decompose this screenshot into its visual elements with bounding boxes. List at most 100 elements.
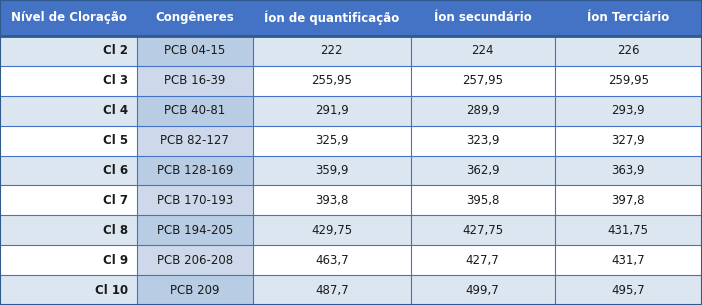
Bar <box>137 185 253 215</box>
Text: 255,95: 255,95 <box>311 74 352 87</box>
Text: 257,95: 257,95 <box>462 74 503 87</box>
Bar <box>411 275 555 305</box>
Text: 291,9: 291,9 <box>314 104 349 117</box>
Bar <box>137 126 253 156</box>
Bar <box>411 245 555 275</box>
Bar <box>555 36 702 66</box>
Bar <box>411 185 555 215</box>
Text: 325,9: 325,9 <box>315 134 348 147</box>
Bar <box>137 66 253 96</box>
Bar <box>411 156 555 185</box>
Bar <box>137 0 253 36</box>
Bar <box>137 96 253 126</box>
Text: 393,8: 393,8 <box>315 194 348 207</box>
Bar <box>555 275 702 305</box>
Bar <box>555 126 702 156</box>
Text: 427,7: 427,7 <box>465 254 500 267</box>
Text: PCB 206-208: PCB 206-208 <box>157 254 233 267</box>
Text: 222: 222 <box>320 45 343 57</box>
Text: PCB 40-81: PCB 40-81 <box>164 104 225 117</box>
Bar <box>555 185 702 215</box>
Bar <box>0 245 137 275</box>
Text: PCB 170-193: PCB 170-193 <box>157 194 233 207</box>
Bar <box>137 275 253 305</box>
Bar <box>555 156 702 185</box>
Bar <box>253 0 411 36</box>
Text: PCB 04-15: PCB 04-15 <box>164 45 225 57</box>
Text: 463,7: 463,7 <box>315 254 348 267</box>
Bar <box>253 36 411 66</box>
Text: 363,9: 363,9 <box>611 164 645 177</box>
Bar <box>137 215 253 245</box>
Bar <box>555 96 702 126</box>
Text: 327,9: 327,9 <box>611 134 645 147</box>
Text: 499,7: 499,7 <box>465 284 500 296</box>
Text: PCB 209: PCB 209 <box>170 284 220 296</box>
Text: Cl 5: Cl 5 <box>103 134 128 147</box>
Text: 362,9: 362,9 <box>466 164 499 177</box>
Bar <box>0 185 137 215</box>
Text: 359,9: 359,9 <box>315 164 348 177</box>
Bar <box>411 126 555 156</box>
Text: Íon Terciário: Íon Terciário <box>587 12 670 24</box>
Text: 427,75: 427,75 <box>462 224 503 237</box>
Bar <box>253 66 411 96</box>
Bar <box>253 156 411 185</box>
Bar <box>253 245 411 275</box>
Text: 259,95: 259,95 <box>608 74 649 87</box>
Bar <box>0 156 137 185</box>
Text: Nível de Cloração: Nível de Cloração <box>11 12 126 24</box>
Text: 431,7: 431,7 <box>611 254 645 267</box>
Text: 226: 226 <box>617 45 640 57</box>
Text: Congêneres: Congêneres <box>155 12 234 24</box>
Text: Cl 8: Cl 8 <box>103 224 128 237</box>
Text: PCB 128-169: PCB 128-169 <box>157 164 233 177</box>
Text: PCB 82-127: PCB 82-127 <box>160 134 230 147</box>
Bar <box>411 66 555 96</box>
Text: PCB 16-39: PCB 16-39 <box>164 74 225 87</box>
Text: 323,9: 323,9 <box>466 134 499 147</box>
Text: Íon de quantificação: Íon de quantificação <box>264 11 399 25</box>
Bar <box>0 215 137 245</box>
Text: Íon secundário: Íon secundário <box>434 12 531 24</box>
Bar <box>137 156 253 185</box>
Bar <box>253 185 411 215</box>
Text: 429,75: 429,75 <box>311 224 352 237</box>
Text: 487,7: 487,7 <box>315 284 348 296</box>
Bar <box>555 66 702 96</box>
Text: Cl 9: Cl 9 <box>103 254 128 267</box>
Bar <box>253 126 411 156</box>
Text: 395,8: 395,8 <box>466 194 499 207</box>
Bar <box>411 36 555 66</box>
Bar <box>137 245 253 275</box>
Text: Cl 4: Cl 4 <box>103 104 128 117</box>
Text: Cl 7: Cl 7 <box>103 194 128 207</box>
Bar <box>411 0 555 36</box>
Bar <box>555 245 702 275</box>
Bar <box>253 215 411 245</box>
Text: Cl 6: Cl 6 <box>103 164 128 177</box>
Text: 293,9: 293,9 <box>611 104 645 117</box>
Bar <box>555 0 702 36</box>
Text: Cl 2: Cl 2 <box>103 45 128 57</box>
Text: 431,75: 431,75 <box>608 224 649 237</box>
Text: 397,8: 397,8 <box>611 194 645 207</box>
Bar <box>0 96 137 126</box>
Bar <box>555 215 702 245</box>
Bar <box>411 96 555 126</box>
Bar <box>253 96 411 126</box>
Bar <box>0 126 137 156</box>
Text: PCB 194-205: PCB 194-205 <box>157 224 233 237</box>
Bar <box>0 66 137 96</box>
Text: 495,7: 495,7 <box>611 284 645 296</box>
Text: Cl 10: Cl 10 <box>95 284 128 296</box>
Bar <box>0 0 137 36</box>
Text: Cl 3: Cl 3 <box>103 74 128 87</box>
Bar <box>0 36 137 66</box>
Bar <box>137 36 253 66</box>
Text: 289,9: 289,9 <box>466 104 499 117</box>
Bar <box>253 275 411 305</box>
Bar <box>411 215 555 245</box>
Text: 224: 224 <box>471 45 494 57</box>
Bar <box>0 275 137 305</box>
